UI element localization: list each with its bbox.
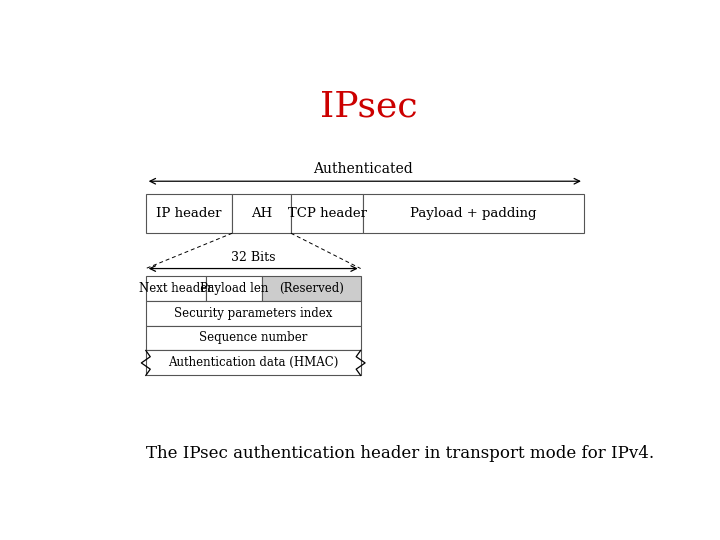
Text: TCP header: TCP header xyxy=(288,207,366,220)
Bar xyxy=(145,301,361,326)
Bar xyxy=(291,194,364,233)
Bar xyxy=(364,194,584,233)
Text: Payload + padding: Payload + padding xyxy=(410,207,537,220)
Text: Security parameters index: Security parameters index xyxy=(174,307,333,320)
Text: Payload len: Payload len xyxy=(199,281,268,295)
Bar xyxy=(145,194,233,233)
Bar xyxy=(145,326,361,350)
Text: The IPsec authentication header in transport mode for IPv4.: The IPsec authentication header in trans… xyxy=(145,445,654,462)
Bar xyxy=(145,275,206,301)
Bar xyxy=(145,350,361,375)
Text: Authentication data (HMAC): Authentication data (HMAC) xyxy=(168,356,338,369)
Bar xyxy=(233,194,291,233)
Bar xyxy=(206,275,262,301)
Text: IPsec: IPsec xyxy=(320,90,418,123)
Text: (Reserved): (Reserved) xyxy=(279,281,343,295)
Text: AH: AH xyxy=(251,207,272,220)
Text: 32 Bits: 32 Bits xyxy=(230,252,275,265)
Text: Next header: Next header xyxy=(139,281,213,295)
Bar xyxy=(262,275,361,301)
Text: IP header: IP header xyxy=(156,207,222,220)
Text: Sequence number: Sequence number xyxy=(199,332,307,345)
Text: Authenticated: Authenticated xyxy=(313,162,413,176)
